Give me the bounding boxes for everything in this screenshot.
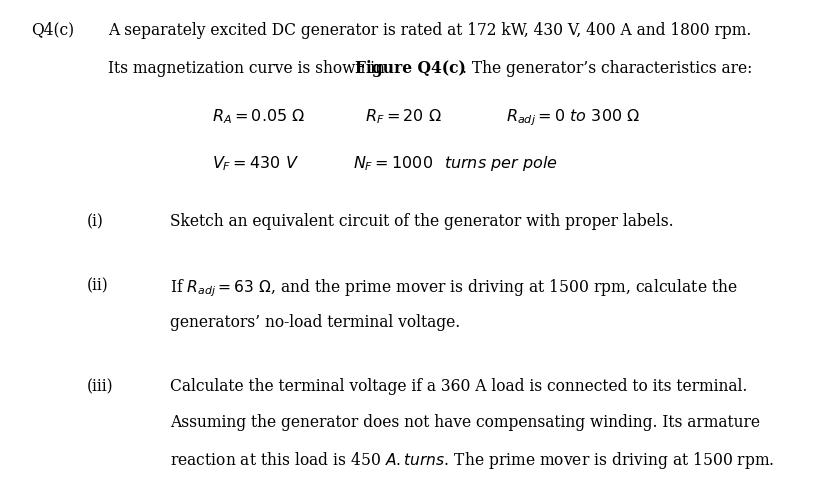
Text: reaction at this load is 450 $A.\mathit{turns}$. The prime mover is driving at 1: reaction at this load is 450 $A.\mathit{… <box>170 450 774 471</box>
Text: Q4(c): Q4(c) <box>32 22 75 38</box>
Text: (ii): (ii) <box>87 278 109 295</box>
Text: (iii): (iii) <box>87 378 114 395</box>
Text: (i): (i) <box>87 213 104 230</box>
Text: Its magnetization curve is shown in: Its magnetization curve is shown in <box>108 60 389 77</box>
Text: Sketch an equivalent circuit of the generator with proper labels.: Sketch an equivalent circuit of the gene… <box>170 213 674 230</box>
Text: $R_A = 0.05\ \Omega$: $R_A = 0.05\ \Omega$ <box>212 108 305 126</box>
Text: $R_F = 20\ \Omega$: $R_F = 20\ \Omega$ <box>365 108 442 126</box>
Text: A separately excited DC generator is rated at 172 kW, 430 V, 400 A and 1800 rpm.: A separately excited DC generator is rat… <box>108 22 751 38</box>
Text: Assuming the generator does not have compensating winding. Its armature: Assuming the generator does not have com… <box>170 414 760 431</box>
Text: . The generator’s characteristics are:: . The generator’s characteristics are: <box>462 60 753 77</box>
Text: $N_F= 1000$: $N_F= 1000$ <box>353 154 432 173</box>
Text: Calculate the terminal voltage if a 360 A load is connected to its terminal.: Calculate the terminal voltage if a 360 … <box>170 378 748 395</box>
Text: $V_F = 430\ V$: $V_F = 430\ V$ <box>212 154 299 173</box>
Text: $R_{adj} = 0\ \mathit{to}\ 300\ \Omega$: $R_{adj} = 0\ \mathit{to}\ 300\ \Omega$ <box>506 108 641 128</box>
Text: If $R_{adj} = 63\ \Omega$, and the prime mover is driving at 1500 rpm, calculate: If $R_{adj} = 63\ \Omega$, and the prime… <box>170 278 738 299</box>
Text: $\mathit{turns\ per\ pole}$: $\mathit{turns\ per\ pole}$ <box>444 154 558 173</box>
Text: generators’ no-load terminal voltage.: generators’ no-load terminal voltage. <box>170 314 461 331</box>
Text: Figure Q4(c): Figure Q4(c) <box>355 60 466 77</box>
